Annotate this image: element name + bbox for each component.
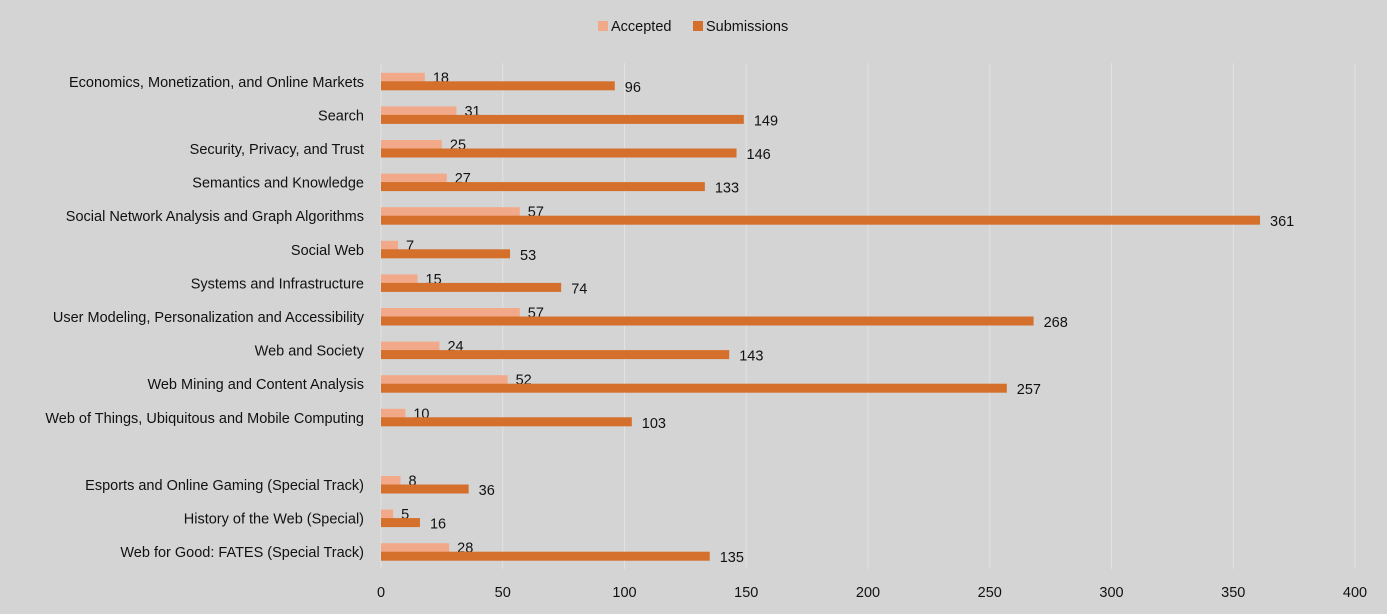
submissions-bar [381, 148, 737, 158]
category-label: Security, Privacy, and Trust [190, 142, 364, 158]
category-label: Search [318, 108, 364, 124]
x-tick-label: 150 [734, 585, 758, 601]
category-label: Social Web [291, 243, 364, 259]
submissions-bar [381, 114, 744, 124]
accepted-bar [381, 72, 425, 82]
accepted-bar [381, 341, 440, 351]
submissions-bar [381, 518, 420, 528]
x-tick-label: 250 [978, 585, 1002, 601]
x-tick-label: 0 [377, 585, 385, 601]
accepted-bar [381, 207, 520, 217]
legend: Accepted Submissions [598, 19, 788, 35]
submissions-bar [381, 81, 615, 91]
accepted-bar [381, 509, 394, 519]
submissions-bar [381, 383, 1007, 393]
submissions-bar [381, 316, 1034, 326]
legend-label-submissions: Submissions [706, 19, 788, 35]
submissions-bar [381, 551, 710, 561]
category-label: Economics, Monetization, and Online Mark… [69, 75, 364, 91]
bars: 1896311492514627133573617531574572682414… [381, 70, 1294, 566]
category-label: Systems and Infrastructure [191, 276, 364, 292]
accepted-bar [381, 173, 447, 183]
submissions-data-label: 74 [571, 281, 587, 297]
submissions-bar [381, 182, 705, 192]
category-label: Esports and Online Gaming (Special Track… [85, 478, 364, 494]
submissions-bar [381, 417, 632, 427]
submissions-data-label: 135 [720, 550, 744, 566]
accepted-bar [381, 240, 399, 250]
submissions-data-label: 143 [739, 349, 763, 365]
accepted-data-label: 8 [408, 474, 416, 490]
legend-swatch-accepted [598, 21, 608, 31]
accepted-bar [381, 140, 442, 149]
category-label: User Modeling, Personalization and Acces… [53, 310, 365, 326]
accepted-data-label: 7 [406, 238, 414, 254]
category-label: Social Network Analysis and Graph Algori… [66, 209, 364, 225]
accepted-data-label: 5 [401, 507, 409, 523]
category-label: Web and Society [255, 344, 365, 360]
gridlines [380, 63, 1356, 569]
submissions-data-label: 133 [715, 181, 739, 197]
legend-label-accepted: Accepted [611, 19, 671, 35]
accepted-bar [381, 476, 401, 485]
submissions-data-label: 53 [520, 248, 536, 264]
category-label: Web for Good: FATES (Special Track) [120, 545, 364, 561]
x-tick-label: 200 [856, 585, 880, 601]
x-tick-label: 400 [1343, 585, 1367, 601]
category-label: Semantics and Knowledge [192, 176, 364, 192]
submissions-data-label: 16 [430, 517, 446, 533]
x-tick-label: 350 [1221, 585, 1245, 601]
submissions-bar [381, 350, 730, 360]
submissions-data-label: 103 [642, 416, 666, 432]
submissions-data-label: 36 [479, 483, 495, 499]
submissions-data-label: 96 [625, 80, 641, 96]
x-tick-label: 50 [495, 585, 511, 601]
submissions-data-label: 257 [1017, 382, 1041, 398]
category-labels: Economics, Monetization, and Online Mark… [45, 75, 364, 561]
x-axis-ticks: 0 50 100 150 200 250 300 350 400 [377, 585, 1367, 601]
x-tick-label: 100 [612, 585, 636, 601]
submissions-data-label: 146 [747, 147, 771, 163]
legend-swatch-submissions [693, 21, 703, 31]
submissions-bar [381, 282, 562, 292]
accepted-bar [381, 408, 406, 418]
accepted-bar [381, 106, 457, 116]
accepted-bar [381, 375, 508, 385]
submissions-data-label: 361 [1270, 214, 1294, 230]
accepted-bar [381, 274, 418, 284]
accepted-bar [381, 543, 450, 553]
category-label: Web of Things, Ubiquitous and Mobile Com… [45, 411, 364, 427]
submissions-data-label: 149 [754, 113, 778, 129]
submissions-bar [381, 249, 511, 259]
submissions-data-label: 268 [1044, 315, 1068, 331]
accepted-bar [381, 308, 520, 317]
submissions-bar [381, 215, 1261, 225]
x-tick-label: 300 [1099, 585, 1123, 601]
submissions-bar [381, 484, 469, 494]
category-label: History of the Web (Special) [184, 512, 364, 528]
category-label: Web Mining and Content Analysis [147, 377, 364, 393]
